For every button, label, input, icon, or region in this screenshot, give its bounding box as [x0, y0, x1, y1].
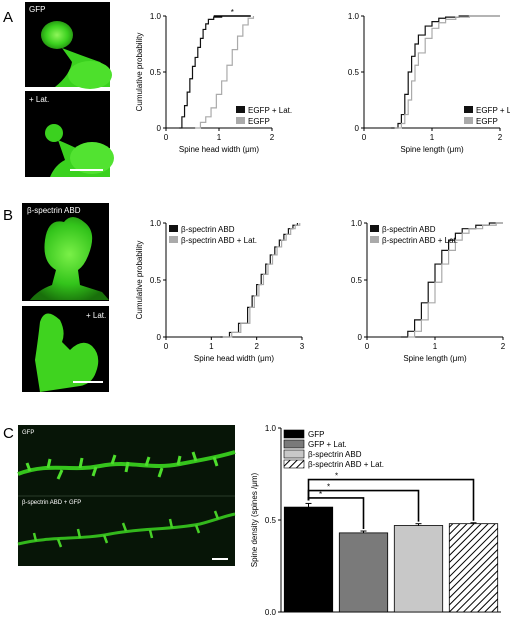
x-tick-label: 0 — [164, 133, 169, 142]
x-axis-label: Spine length (μm) — [400, 145, 464, 154]
legend-swatch — [236, 117, 245, 124]
legend-swatch — [169, 225, 178, 232]
micrograph-a-lat: + Lat. — [25, 91, 114, 177]
micrograph-b-bspec: β-spectrin ABD — [22, 203, 109, 301]
micrograph-label: + Lat. — [29, 95, 49, 104]
micrograph-c-dendrites: GFP β-spectrin ABD + GFP — [17, 425, 236, 566]
micrograph-label: GFP — [29, 5, 45, 14]
significance-star: * — [231, 8, 234, 17]
y-axis-label: Cumulative probability — [135, 241, 144, 320]
micrograph-label: β-spectrin ABD + GFP — [22, 500, 81, 506]
legend-swatch — [283, 449, 305, 459]
cdf-line-series-0 — [391, 15, 500, 129]
x-axis-label: Spine length (μm) — [403, 354, 467, 363]
y-tick-label: 0 — [157, 124, 162, 133]
legend-label: β-spectrin ABD + Lat. — [181, 236, 257, 245]
panel-letter-b: B — [3, 207, 13, 224]
x-tick-label: 3 — [300, 342, 305, 351]
y-tick-label: 0.0 — [265, 608, 277, 617]
significance-bracket — [307, 478, 475, 521]
x-axis-label: Spine head width (μm) — [194, 354, 275, 363]
legend-label: EGFP + Lat. — [476, 106, 510, 115]
cdf-line-series-1 — [394, 15, 500, 129]
chart-b-spine-length: 0 0.5 1.0 0 1 2 Spine length (μm) β-spectrin AB… — [351, 219, 506, 363]
y-tick-label: 0.5 — [150, 276, 162, 285]
x-tick-label: 0 — [362, 133, 367, 142]
legend-swatch — [236, 106, 245, 113]
legend-label: β-spectrin ABD — [382, 225, 436, 234]
bar-2 — [393, 525, 444, 613]
chart-a-head-width: 0 0.5 1.0 Cumulative probability 0 1 2 Spine he… — [135, 8, 292, 154]
micrograph-label: GFP — [22, 430, 34, 436]
y-tick-label: 0.5 — [150, 68, 162, 77]
y-tick-label: 1.0 — [351, 219, 363, 228]
legend-label: β-spectrin ABD + Lat. — [382, 236, 458, 245]
cdf-line-series-1 — [407, 222, 503, 338]
legend-swatch — [283, 439, 305, 449]
legend-label: EGFP — [248, 117, 270, 126]
y-tick-label: 1.0 — [150, 219, 162, 228]
legend-swatch — [464, 117, 473, 124]
panel-letter-a: A — [3, 9, 13, 26]
micrograph-a-gfp: GFP — [25, 2, 112, 89]
y-tick-label: 0.5 — [348, 68, 360, 77]
x-tick-label: 2 — [270, 133, 275, 142]
chart-a-spine-length: 0 0.5 1.0 0 1 2 Spine length (μm) EGFP + Lat. EG… — [348, 12, 510, 154]
legend-swatch — [370, 225, 379, 232]
legend-label: β-spectrin ABD + Lat. — [308, 460, 384, 469]
x-tick-label: 0 — [164, 342, 169, 351]
x-tick-label: 1 — [217, 133, 222, 142]
cdf-line-series-0 — [179, 16, 223, 129]
y-tick-label: 1.0 — [348, 12, 360, 21]
significance-star: * — [335, 472, 338, 481]
legend-swatch — [283, 459, 305, 469]
bar-1 — [338, 532, 389, 613]
y-axis-label: Cumulative probability — [135, 33, 144, 112]
micrograph-label: + Lat. — [86, 311, 106, 320]
legend-swatch — [464, 106, 473, 113]
x-tick-label: 2 — [254, 342, 259, 351]
micrograph-b-lat: + Lat. — [22, 306, 109, 392]
bar-3 — [448, 523, 499, 613]
chart-c-spine-density: 0.0 0.5 1.0 Spine density (spines /μm) * * * GF… — [250, 424, 501, 617]
y-tick-label: 0 — [358, 333, 363, 342]
y-tick-label: 1.0 — [150, 12, 162, 21]
legend-swatch — [370, 236, 379, 243]
significance-star: * — [319, 490, 322, 499]
significance-star: * — [327, 483, 330, 492]
y-tick-label: 0 — [355, 124, 360, 133]
x-tick-label: 1 — [209, 342, 214, 351]
legend-label: GFP — [308, 430, 324, 439]
x-tick-label: 0 — [365, 342, 370, 351]
legend-label: β-spectrin ABD — [308, 450, 362, 459]
cdf-line-series-1 — [222, 223, 301, 338]
y-axis-label: Spine density (spines /μm) — [250, 472, 259, 567]
bar-0 — [283, 506, 334, 613]
cdf-line-series-1 — [195, 16, 255, 129]
y-tick-label: 0 — [157, 333, 162, 342]
y-tick-label: 1.0 — [265, 424, 277, 433]
x-tick-label: 1 — [433, 342, 438, 351]
legend-label: GFP + Lat. — [308, 440, 347, 449]
x-tick-label: 1 — [430, 133, 435, 142]
x-tick-label: 2 — [501, 342, 506, 351]
micrograph-label: β-spectrin ABD — [27, 206, 81, 215]
x-tick-label: 2 — [498, 133, 503, 142]
chart-b-head-width: 0 0.5 1.0 Cumulative probability 0 1 2 3 Spine h… — [135, 219, 305, 363]
legend-label: EGFP + Lat. — [248, 106, 292, 115]
panel-letter-c: C — [3, 425, 14, 442]
y-tick-label: 0.5 — [351, 276, 363, 285]
legend-swatch — [169, 236, 178, 243]
legend-label: β-spectrin ABD — [181, 225, 235, 234]
y-tick-label: 0.5 — [265, 516, 277, 525]
legend-swatch — [283, 429, 305, 439]
legend-label: EGFP — [476, 117, 498, 126]
x-axis-label: Spine head width (μm) — [179, 145, 260, 154]
